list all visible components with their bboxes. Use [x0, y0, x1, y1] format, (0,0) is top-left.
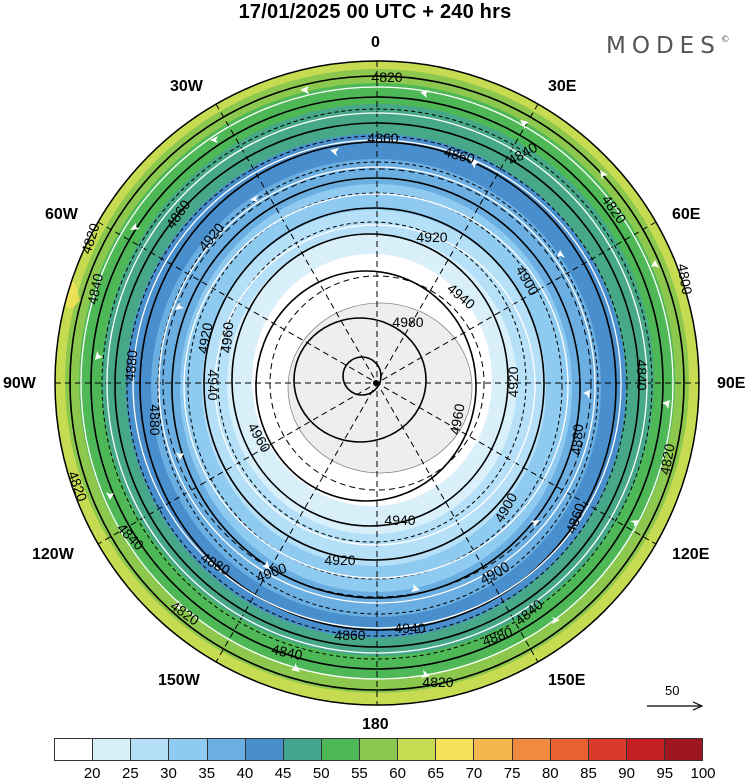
lon-label-150w: 150W	[158, 672, 200, 689]
lon-label-90e: 90E	[717, 375, 746, 392]
wind-reference-label: 50	[665, 683, 680, 698]
colorbar-tick-label: 65	[427, 765, 445, 782]
contour-label: 4940	[384, 512, 415, 528]
colorbar-swatch	[474, 739, 513, 760]
contour-label: 4940	[394, 620, 425, 636]
contour-label: 4880	[568, 423, 587, 456]
lon-label-60e: 60E	[672, 206, 701, 223]
colorbar-swatch	[169, 739, 208, 760]
lon-label-60w: 60W	[45, 206, 78, 223]
contour-label: 4940	[205, 369, 221, 400]
colorbar-tick-label: 40	[236, 765, 254, 782]
map-boundary	[54, 60, 700, 706]
chart-title: 17/01/2025 00 UTC + 240 hrs	[238, 1, 512, 23]
colorbar-tick-label: 50	[312, 765, 330, 782]
contour-label: 4920	[416, 229, 447, 245]
colorbar-swatch	[398, 739, 437, 760]
colorbar-swatch	[360, 739, 399, 760]
colorbar-tick-label: 45	[274, 765, 292, 782]
contour-label: 4960	[218, 321, 237, 354]
polar-map: 4820 4860 4860 4840 4820 4800 4820 4840 …	[54, 60, 700, 706]
contour-label: 4960	[446, 402, 467, 436]
colorbar-swatch	[283, 739, 322, 760]
contour-label: 4880	[122, 349, 141, 382]
lon-label-30e: 30E	[548, 78, 577, 95]
contour-label: 4920	[324, 552, 355, 568]
brand-name: MODES	[606, 33, 721, 59]
colorbar-swatch	[512, 739, 551, 760]
wind-reference-arrow	[647, 701, 704, 711]
lon-label-180: 180	[362, 716, 389, 733]
height-contours	[69, 75, 685, 691]
colorbar-tick-label: 100	[690, 765, 716, 782]
contour-label: 4820	[422, 674, 453, 690]
lon-label-90w: 90W	[3, 375, 36, 392]
contour-label: 4820	[656, 442, 677, 476]
contour-label: 4860	[367, 130, 398, 146]
colorbar-tick-label: 25	[122, 765, 139, 782]
lon-label-0: 0	[371, 34, 380, 51]
contour-label: 4800	[674, 262, 695, 296]
colorbar-swatch	[245, 739, 284, 760]
lon-label-120w: 120W	[32, 546, 74, 563]
modes-logo: MODES©	[606, 33, 730, 59]
colorbar-tick-label: 75	[503, 765, 521, 782]
colorbar-tick-label: 70	[465, 765, 483, 782]
contour-label: 4840	[84, 272, 106, 306]
colorbar-swatch	[131, 739, 170, 760]
colorbar-tick-label: 55	[351, 765, 368, 782]
colorbar	[54, 738, 703, 761]
contour-label: 4840	[634, 359, 650, 390]
colorbar-swatch	[588, 739, 627, 760]
colorbar-ticks: 20 25 30 35 40 45 50 55 60 65 70 75 80 85 90 95 100	[0, 765, 750, 782]
contour-label: 4860	[334, 627, 365, 643]
contour-label: 4920	[505, 366, 521, 397]
colorbar-swatch	[436, 739, 475, 760]
colorbar-tick-label: 95	[656, 765, 674, 782]
wind-arrows	[95, 86, 670, 678]
colorbar-swatch	[550, 739, 589, 760]
contour-label: 4820	[371, 69, 402, 85]
lon-label-120e: 120E	[672, 546, 710, 563]
colorbar-tick-label: 35	[198, 765, 216, 782]
colorbar-tick-label: 90	[618, 765, 635, 782]
pole-marker	[373, 380, 379, 386]
lon-label-150e: 150E	[548, 672, 586, 689]
colorbar-tick-label: 30	[160, 765, 177, 782]
colorbar-tick-label: 60	[389, 765, 406, 782]
lon-label-30w: 30W	[170, 78, 203, 95]
colorbar-tick-label: 85	[580, 765, 597, 782]
contour-label: 4840	[270, 641, 304, 663]
colorbar-swatch	[626, 739, 665, 760]
contour-label: 4920	[194, 321, 215, 355]
copyright-mark: ©	[720, 35, 730, 45]
colorbar-swatch	[207, 739, 246, 760]
contour-label: 4880	[147, 404, 163, 435]
colorbar-swatch	[321, 739, 360, 760]
colorbar-tick-label: 20	[83, 765, 101, 782]
wind-streamlines	[80, 86, 674, 680]
colorbar-swatch	[93, 739, 132, 760]
contour-label: 4980	[392, 314, 423, 330]
colorbar-swatch	[665, 739, 703, 760]
contour-label: 4860	[442, 143, 476, 167]
colorbar-tick-label: 80	[541, 765, 559, 782]
colorbar-swatch	[55, 739, 94, 760]
